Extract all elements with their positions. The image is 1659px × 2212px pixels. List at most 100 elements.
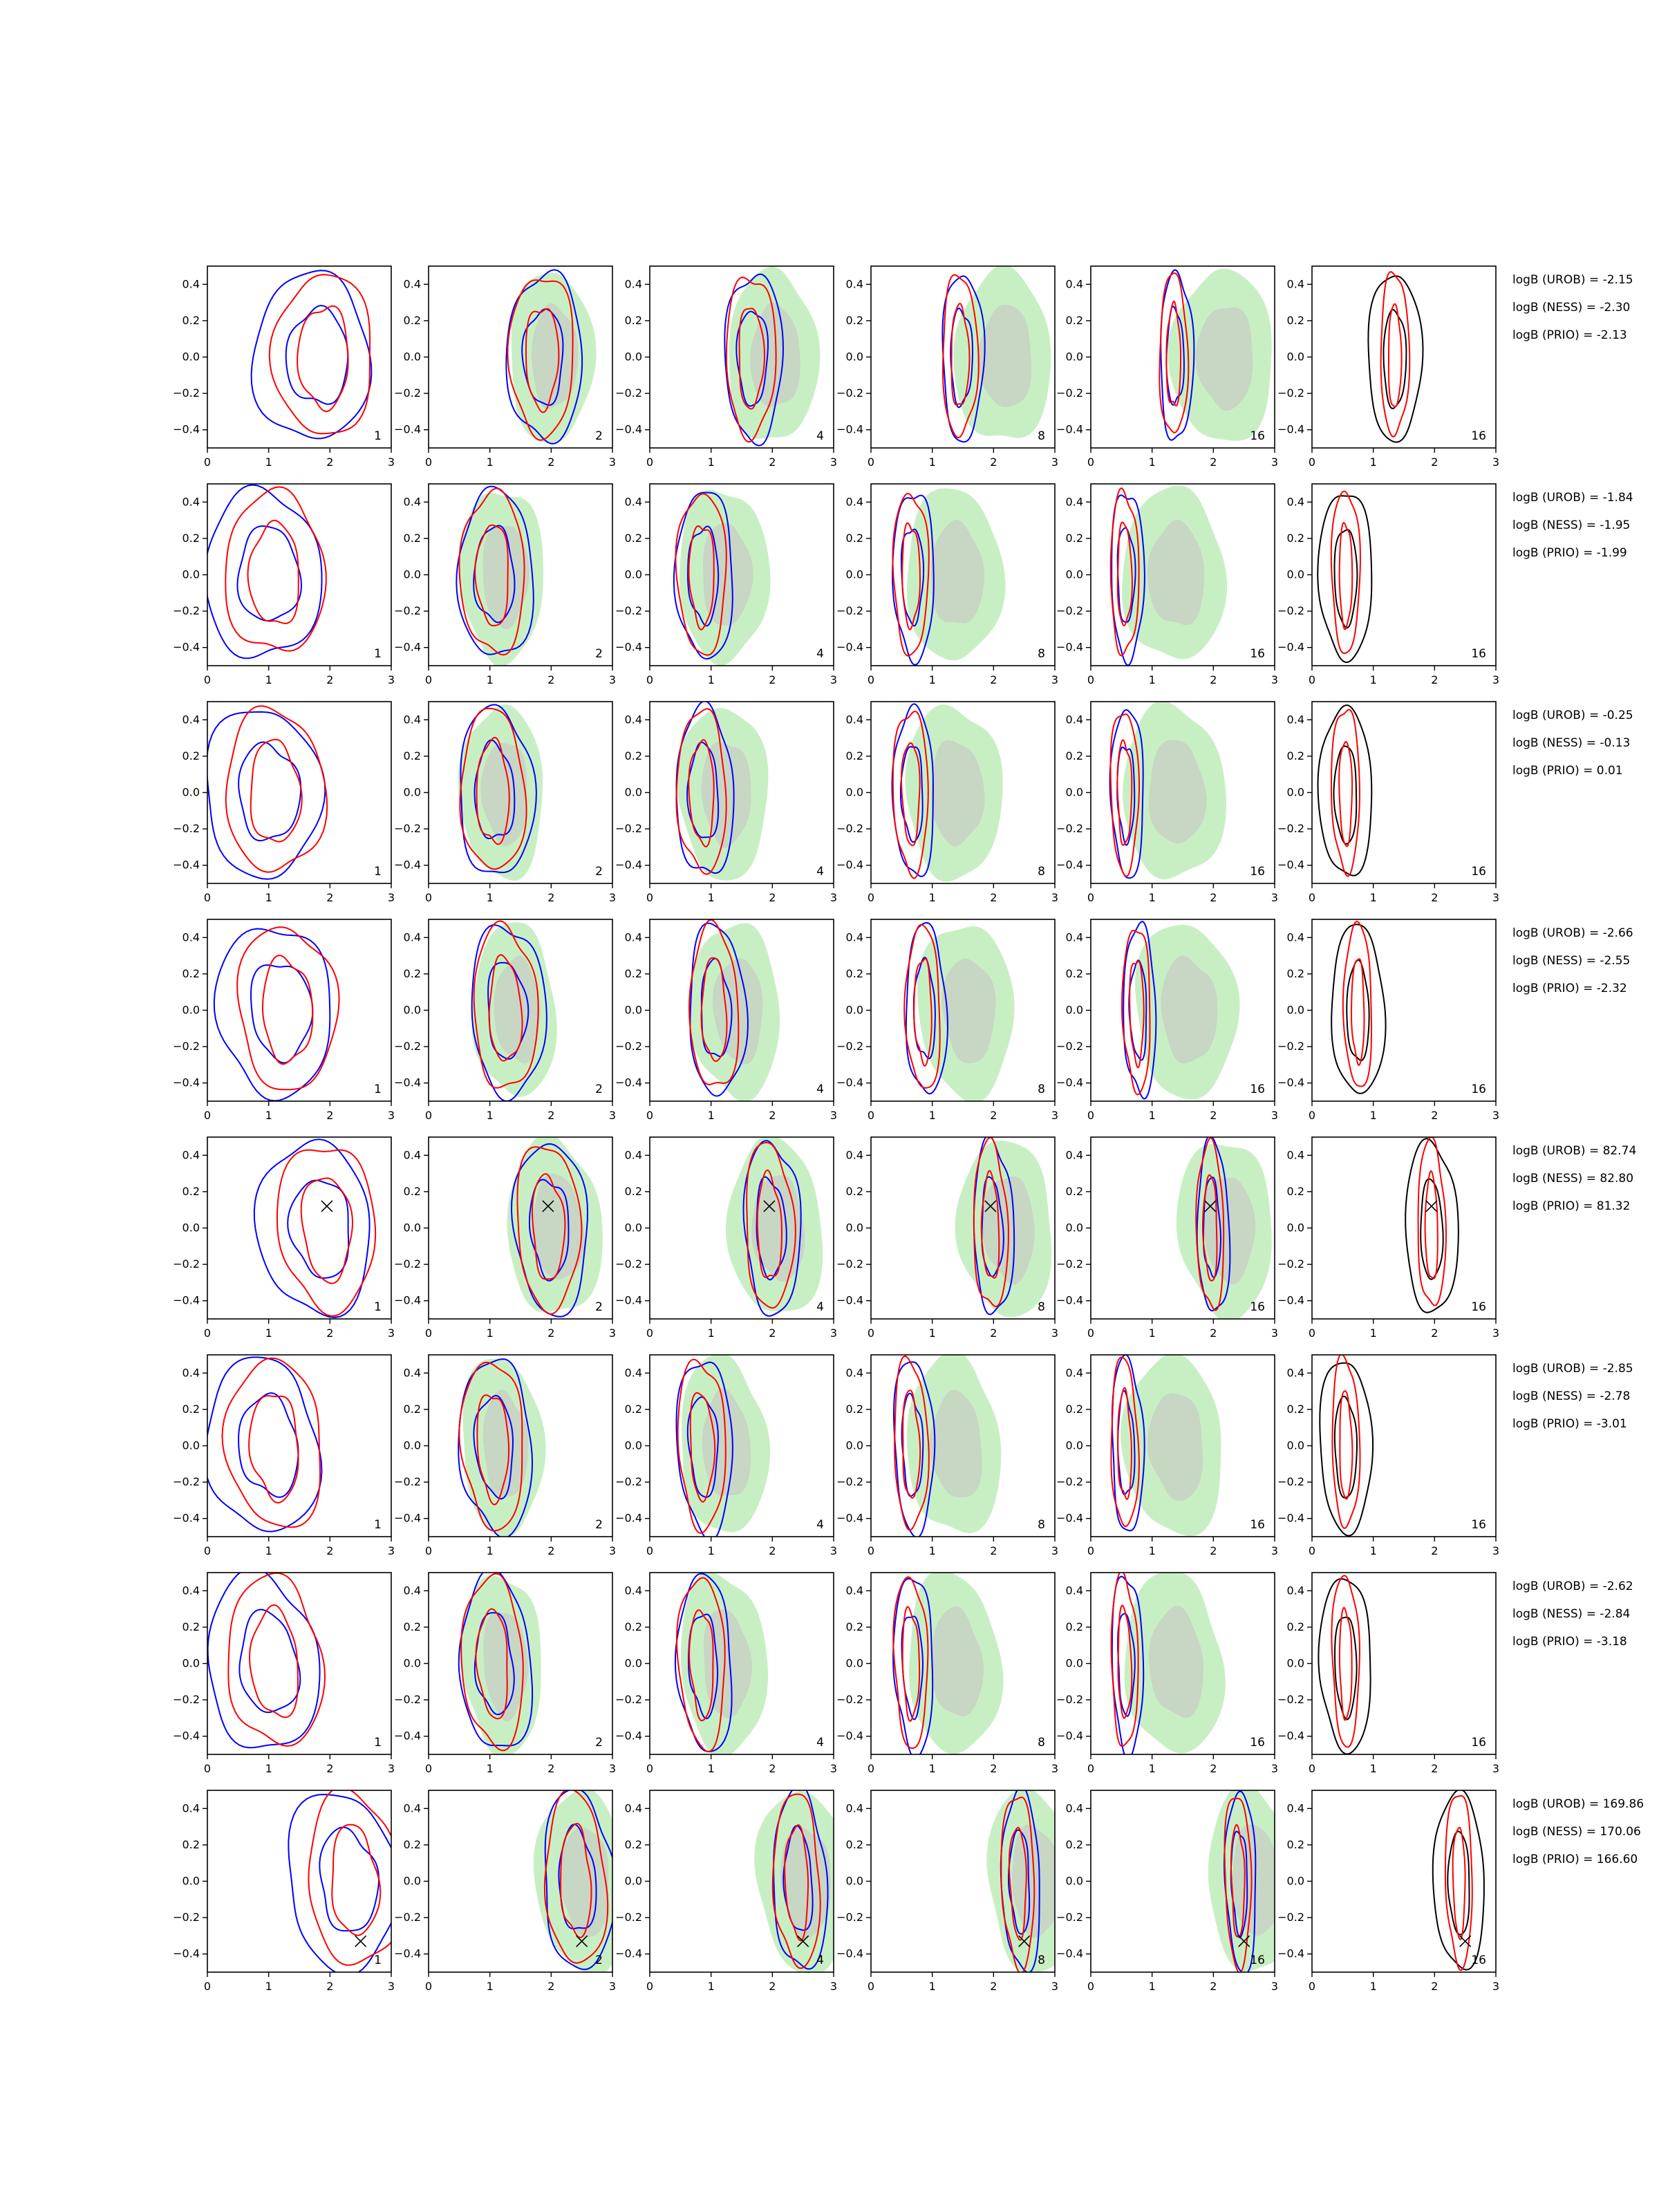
red-contour-inner bbox=[1338, 741, 1353, 847]
y-tick-label: 0.0 bbox=[182, 1657, 200, 1670]
black-contour-inner bbox=[1333, 1616, 1358, 1721]
plot-area bbox=[674, 1573, 768, 1754]
panel-r3-c4: 0 1 2 3 −0.4 −0.2 0.0 0.2 0.4 8 bbox=[836, 701, 1058, 904]
x-tick-label: 3 bbox=[609, 1109, 616, 1122]
y-tick-label: 0.4 bbox=[404, 277, 421, 290]
y-tick-label: −0.2 bbox=[836, 1693, 863, 1706]
y-tick-label: 0.0 bbox=[1066, 1657, 1083, 1670]
truth-marker bbox=[321, 1200, 333, 1212]
plot-area bbox=[986, 1790, 1055, 1972]
red-contour-outer bbox=[1110, 1356, 1140, 1528]
x-tick-label: 2 bbox=[1431, 1980, 1438, 1993]
truth-marker bbox=[1459, 1935, 1472, 1947]
blue-contour-outer bbox=[1196, 1137, 1231, 1312]
prior-inner-fill bbox=[1231, 1824, 1275, 1936]
x-tick-label: 1 bbox=[265, 1327, 272, 1340]
panel-corner-label: 16 bbox=[1250, 865, 1265, 879]
plot-area bbox=[471, 920, 557, 1101]
y-tick-label: 0.0 bbox=[404, 1657, 421, 1670]
panel-corner-label: 16 bbox=[1471, 1518, 1486, 1532]
x-tick-label: 2 bbox=[1431, 891, 1438, 904]
plot-area bbox=[1176, 1137, 1272, 1319]
panel-r2-c2: 0 1 2 3−0.4−0.20.00.20.42 bbox=[394, 483, 616, 686]
plot-area bbox=[1110, 1573, 1226, 1754]
plot-area bbox=[1319, 1355, 1374, 1537]
x-tick-label: 1 bbox=[708, 1327, 715, 1340]
prior-inner-fill bbox=[932, 1606, 984, 1716]
y-tick-label: 0.4 bbox=[404, 1801, 421, 1815]
y-tick-label: 0.2 bbox=[846, 1620, 863, 1633]
prior-inner-fill bbox=[1149, 1606, 1204, 1718]
x-tick-label: 1 bbox=[487, 1762, 494, 1775]
x-tick-label: 1 bbox=[1149, 673, 1156, 686]
x-tick-label: 3 bbox=[1492, 456, 1499, 469]
y-tick-label: 0.2 bbox=[846, 749, 863, 762]
y-tick-label: −0.2 bbox=[1056, 1911, 1083, 1924]
red-contour-inner bbox=[1387, 303, 1403, 408]
blue-contour-inner bbox=[901, 1392, 924, 1497]
y-tick-label: −0.4 bbox=[1277, 1512, 1304, 1525]
black-contour-outer bbox=[1317, 704, 1373, 877]
panel-r2-c3: 0 1 2 3 −0.4 −0.2 0.0 0.2 0.4 4 bbox=[615, 483, 837, 686]
y-tick-label: 0.4 bbox=[404, 1366, 421, 1379]
x-tick-label: 3 bbox=[388, 891, 395, 904]
panel-corner-label: 4 bbox=[816, 865, 824, 879]
blue-contour-inner bbox=[238, 1609, 301, 1714]
y-tick-label: 0.0 bbox=[625, 568, 642, 581]
plot-area bbox=[1121, 921, 1240, 1100]
y-tick-label: 0.0 bbox=[182, 568, 200, 581]
y-tick-label: −0.2 bbox=[173, 386, 200, 400]
x-tick-label: 2 bbox=[1210, 673, 1217, 686]
panel-corner-label: 8 bbox=[1038, 429, 1045, 443]
x-tick-label: 1 bbox=[487, 1109, 494, 1122]
x-tick-label: 1 bbox=[1370, 1544, 1377, 1557]
y-tick-label: 0.4 bbox=[1287, 277, 1304, 290]
y-tick-label: 0.0 bbox=[404, 1004, 421, 1017]
blue-contour-inner bbox=[473, 1394, 514, 1500]
y-tick-label: −0.2 bbox=[173, 1257, 200, 1271]
x-tick-label: 3 bbox=[388, 1109, 395, 1122]
panel-r8-c2: 0 1 2 3−0.4−0.20.00.20.42 bbox=[394, 1790, 616, 1993]
red-contour-outer bbox=[1109, 487, 1140, 657]
panel-r4-c4: 0 1 2 3 −0.4 −0.2 0.0 0.2 0.4 8 bbox=[836, 919, 1058, 1122]
x-tick-label: 1 bbox=[1370, 673, 1377, 686]
y-tick-label: 0.4 bbox=[404, 713, 421, 726]
plot-area bbox=[207, 1356, 323, 1533]
prior-inner-fill bbox=[1147, 1393, 1203, 1501]
y-tick-label: −0.4 bbox=[1056, 1512, 1083, 1525]
plot-area bbox=[1317, 704, 1373, 877]
panel-corner-label: 2 bbox=[595, 429, 603, 443]
y-tick-label: 0.4 bbox=[182, 1801, 200, 1815]
red-contour-inner bbox=[475, 1608, 508, 1720]
truth-marker bbox=[576, 1935, 588, 1947]
y-tick-label: −0.4 bbox=[394, 1512, 421, 1525]
blue-contour-outer bbox=[1109, 709, 1144, 879]
x-tick-label: 0 bbox=[204, 1762, 211, 1775]
x-tick-label: 2 bbox=[769, 456, 776, 469]
y-tick-label: 0.0 bbox=[625, 1875, 642, 1888]
x-tick-label: 2 bbox=[326, 1980, 333, 1993]
panel-r3-c3: 0 1 2 3 −0.4 −0.2 0.0 0.2 0.4 4 bbox=[615, 701, 837, 904]
axes-frame bbox=[207, 483, 392, 666]
panel-corner-label: 2 bbox=[595, 1082, 603, 1096]
x-tick-label: 3 bbox=[1051, 1980, 1058, 1993]
x-tick-label: 3 bbox=[1051, 456, 1058, 469]
red-contour-inner bbox=[1452, 1826, 1466, 1940]
y-tick-label: 0.4 bbox=[625, 930, 642, 944]
x-tick-label: 0 bbox=[868, 1327, 874, 1340]
x-tick-label: 3 bbox=[388, 673, 395, 686]
panel-corner-label: 8 bbox=[1038, 1953, 1045, 1967]
blue-contour-outer bbox=[891, 703, 934, 877]
y-tick-label: 0.4 bbox=[1066, 930, 1083, 944]
x-tick-label: 2 bbox=[769, 1762, 776, 1775]
x-tick-label: 2 bbox=[1431, 1544, 1438, 1557]
black-contour-inner bbox=[1420, 1178, 1444, 1280]
y-tick-label: 0.2 bbox=[404, 749, 421, 762]
panel-r7-c1: 0 1 2 3 −0.4 −0.2 0.0 0.2 0.4 1 bbox=[173, 1572, 395, 1775]
y-tick-label: 0.4 bbox=[1287, 495, 1304, 508]
x-tick-label: 3 bbox=[1492, 1109, 1499, 1122]
x-tick-label: 2 bbox=[1210, 1544, 1217, 1557]
x-tick-label: 3 bbox=[1051, 673, 1058, 686]
red-contour-outer bbox=[725, 276, 777, 443]
y-tick-label: −0.4 bbox=[173, 641, 200, 654]
